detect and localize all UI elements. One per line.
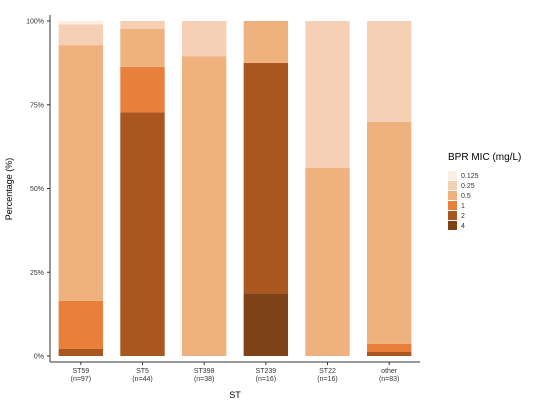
legend-label: 0.125: [461, 173, 479, 180]
bar-segment-ST22-0.25: [305, 21, 350, 168]
y-tick-label: 75%: [30, 102, 44, 109]
legend-label: 2: [461, 213, 465, 220]
bar-segment-ST239-0.5: [243, 21, 289, 63]
bar-segment-ST59-0.5: [58, 45, 104, 301]
legend-swatch-1: [448, 201, 457, 210]
bar-segment-ST59-1: [58, 300, 104, 349]
x-axis-title: ST: [229, 390, 241, 400]
y-tick-label: 0%: [34, 354, 44, 361]
x-tick-sublabel: (n=16): [317, 376, 337, 383]
bar-segment-ST239-2: [243, 62, 289, 294]
legend: BPR MIC (mg/L) 0.125 0.25 0.5 1 2 4: [448, 152, 521, 230]
bar-segment-other-0.5: [366, 121, 412, 344]
x-tick-label: ST398: [194, 368, 215, 375]
x-tick-label: other: [381, 368, 398, 375]
bar-segment-ST59-0.125: [58, 21, 104, 25]
bar-segment-ST398-0.5: [181, 56, 227, 357]
legend-label: 0.25: [461, 183, 475, 190]
y-tick-label: 50%: [30, 186, 44, 193]
bar-segment-ST5-2: [120, 112, 165, 357]
bar-segment-ST239-4: [243, 293, 289, 356]
bar-segment-ST22-0.5: [305, 167, 350, 356]
legend-swatch-0.25: [448, 181, 457, 190]
axes-layer: [49, 15, 420, 363]
bar-segment-other-2: [366, 351, 412, 356]
x-tick-label: ST239: [256, 368, 277, 375]
bar-segment-other-1: [366, 343, 412, 352]
y-ticks: 0% 25% 50% 75% 100%: [26, 19, 50, 361]
y-tick-label: 100%: [26, 19, 44, 26]
x-tick-sublabel: (n=38): [194, 376, 214, 383]
x-tick-label: ST5: [136, 368, 149, 375]
legend-swatch-0.5: [448, 191, 457, 200]
bar-segment-ST59-2: [58, 348, 104, 356]
bar-segment-ST5-1: [120, 66, 165, 113]
x-tick-label: ST59: [72, 368, 89, 375]
x-tick-label: ST22: [319, 368, 336, 375]
legend-swatch-0.125: [448, 171, 457, 180]
bar-segment-ST5-0.25: [120, 21, 165, 29]
legend-swatch-2: [448, 211, 457, 220]
x-ticks: ST59(n=97)ST5(n=44)ST398(n=38)ST239(n=16…: [71, 362, 399, 383]
bar-segment-other-0.25: [366, 21, 412, 122]
bar-segment-ST398-0.25: [181, 21, 227, 57]
legend-label: 0.5: [461, 193, 471, 200]
x-tick-sublabel: (n=16): [256, 376, 276, 383]
legend-swatch-4: [448, 221, 457, 230]
y-tick-label: 25%: [30, 270, 44, 277]
legend-title: BPR MIC (mg/L): [448, 152, 521, 163]
bars-layer: [58, 21, 412, 357]
x-tick-sublabel: (n=97): [71, 376, 91, 383]
legend-label: 1: [461, 203, 465, 210]
y-axis-title: Percentage (%): [4, 158, 14, 221]
x-tick-sublabel: (n=44): [132, 376, 152, 383]
legend-label: 4: [461, 223, 465, 230]
bar-segment-ST59-0.25: [58, 24, 104, 46]
x-tick-sublabel: (n=83): [379, 376, 399, 383]
bar-segment-ST5-0.5: [120, 28, 165, 67]
